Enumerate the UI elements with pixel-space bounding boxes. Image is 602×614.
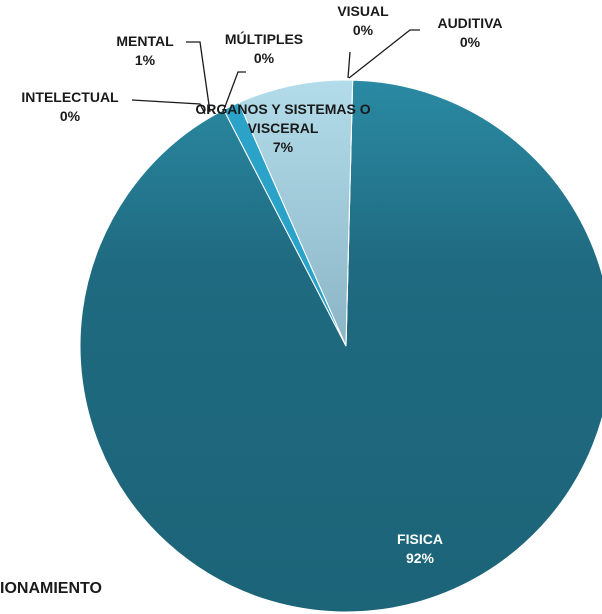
slices bbox=[79, 79, 602, 613]
value-label: 0% bbox=[352, 22, 374, 38]
category-name: AUDITIVA bbox=[437, 15, 503, 31]
category-name: INTELECTUAL bbox=[21, 89, 119, 105]
leader-line bbox=[347, 51, 351, 79]
leader-lines bbox=[131, 29, 420, 115]
pie-slice bbox=[238, 79, 354, 347]
value-label: 1% bbox=[134, 52, 156, 68]
category-name: MÚLTIPLES bbox=[224, 31, 304, 47]
slice-label: MÚLTIPLES 0% bbox=[225, 30, 303, 68]
value-label: 0% bbox=[59, 108, 81, 124]
category-name: FISICA bbox=[397, 531, 443, 547]
value-label: 0% bbox=[459, 34, 481, 50]
leader-line bbox=[186, 41, 211, 113]
slice-label: VISUAL 0% bbox=[337, 2, 388, 40]
pie-slice bbox=[79, 79, 602, 613]
leader-line bbox=[222, 71, 246, 113]
annotation: IONAMIENTO bbox=[0, 580, 102, 597]
leader-line bbox=[131, 99, 206, 115]
leader-line bbox=[348, 29, 420, 79]
value-label: 7% bbox=[272, 139, 294, 155]
slice-label: FISICA 92% bbox=[397, 530, 443, 568]
category-name: VISUAL bbox=[337, 3, 389, 19]
category-name: ORGANOS Y SISTEMAS O VISCERAL bbox=[195, 101, 371, 136]
slice-label: ORGANOS Y SISTEMAS O VISCERAL 7% bbox=[188, 100, 378, 157]
slice-label: MENTAL 1% bbox=[116, 32, 173, 70]
value-label: 0% bbox=[253, 50, 275, 66]
value-label: 92% bbox=[405, 550, 435, 566]
slice-label: AUDITIVA 0% bbox=[437, 14, 502, 52]
category-name: MENTAL bbox=[116, 33, 174, 49]
slice-label: INTELECTUAL 0% bbox=[21, 88, 118, 126]
